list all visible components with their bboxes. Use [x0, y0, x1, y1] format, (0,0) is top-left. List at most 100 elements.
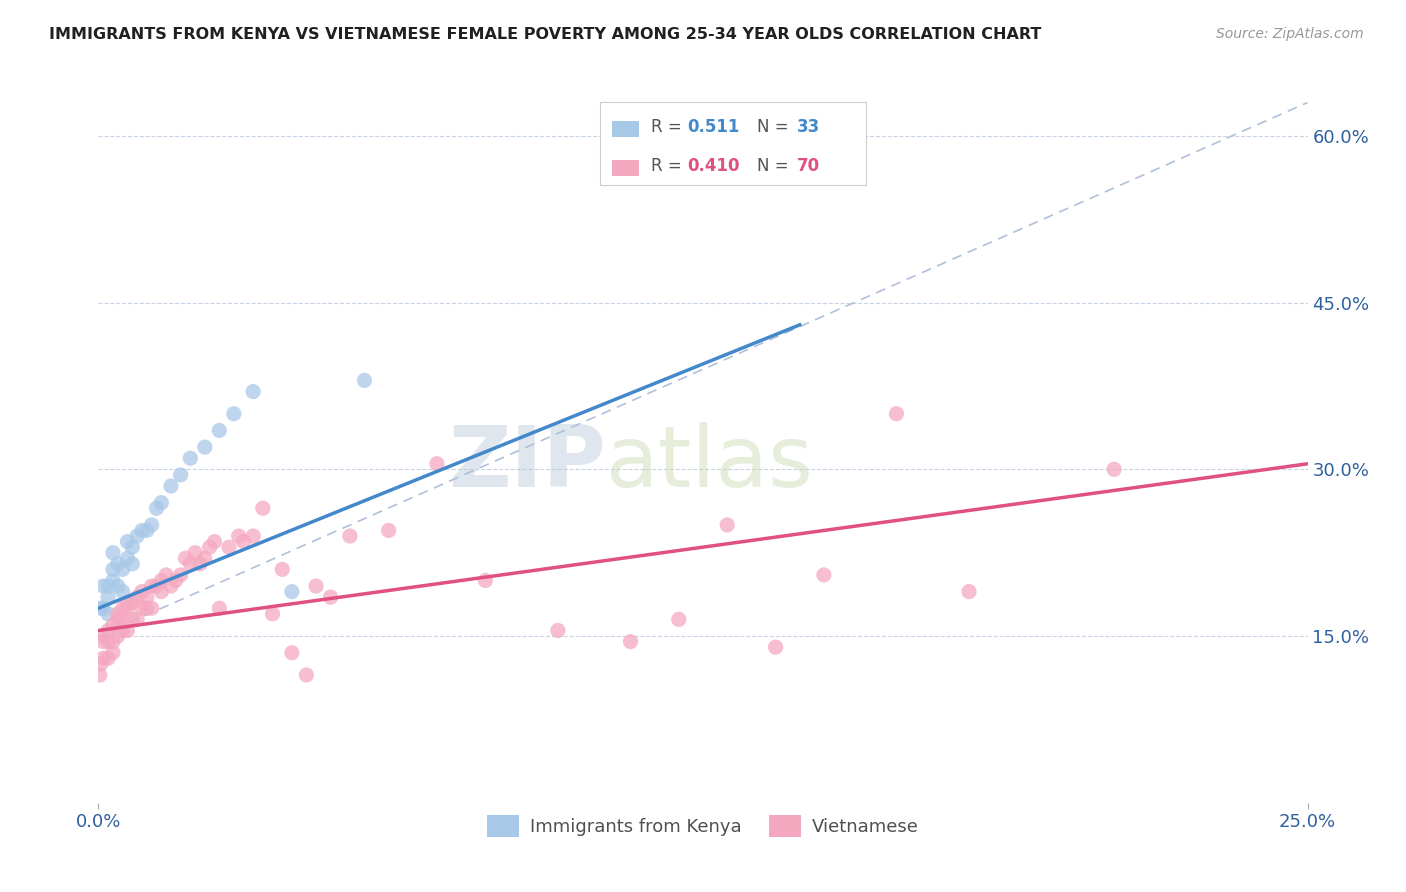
Point — [101, 546, 124, 560]
Point — [90, 601, 112, 615]
Point — [127, 590, 149, 604]
Point — [141, 579, 163, 593]
Point — [339, 529, 361, 543]
Point — [107, 612, 129, 626]
Point — [547, 624, 569, 638]
Point — [107, 629, 129, 643]
Point — [111, 612, 134, 626]
Point — [117, 534, 139, 549]
Point — [121, 540, 143, 554]
Point — [150, 574, 173, 588]
Point — [155, 568, 177, 582]
Point — [127, 612, 149, 626]
Point — [101, 618, 124, 632]
Point — [117, 601, 139, 615]
Point — [121, 557, 143, 571]
Point — [242, 529, 264, 543]
Point — [117, 596, 139, 610]
Point — [121, 612, 143, 626]
Point — [141, 517, 163, 532]
Point — [101, 562, 124, 576]
Point — [97, 634, 120, 648]
Point — [252, 501, 274, 516]
Point — [474, 574, 496, 588]
Point — [135, 524, 157, 538]
Text: ZIP: ZIP — [449, 422, 606, 505]
Text: R =: R = — [651, 158, 688, 176]
Point — [150, 584, 173, 599]
Point — [101, 574, 124, 588]
Point — [169, 467, 191, 482]
Point — [426, 457, 449, 471]
Text: 70: 70 — [797, 158, 821, 176]
Point — [131, 601, 153, 615]
Text: 0.511: 0.511 — [688, 119, 740, 136]
Text: R =: R = — [651, 119, 688, 136]
Point — [97, 651, 120, 665]
Point — [169, 568, 191, 582]
Point — [295, 668, 318, 682]
Point — [135, 590, 157, 604]
Point — [135, 601, 157, 615]
Point — [668, 612, 690, 626]
Point — [813, 568, 835, 582]
Point — [194, 551, 217, 566]
Point — [619, 634, 641, 648]
Point — [90, 657, 112, 671]
Point — [198, 540, 221, 554]
Point — [97, 607, 120, 621]
Point — [194, 440, 217, 454]
Point — [204, 534, 226, 549]
Bar — [613, 160, 638, 176]
Point — [957, 584, 980, 599]
Point — [242, 384, 264, 399]
Point — [179, 557, 201, 571]
Point — [145, 579, 167, 593]
Point — [208, 424, 231, 438]
Point — [353, 373, 375, 387]
Point — [141, 601, 163, 615]
Text: 0.410: 0.410 — [688, 158, 740, 176]
Point — [271, 562, 294, 576]
Point — [91, 579, 114, 593]
Point — [111, 624, 134, 638]
Point — [305, 579, 328, 593]
Point — [97, 590, 120, 604]
Point — [188, 557, 211, 571]
Point — [97, 579, 120, 593]
Point — [107, 557, 129, 571]
Point — [174, 551, 197, 566]
Point — [218, 540, 240, 554]
Point — [262, 607, 284, 621]
Point — [281, 646, 304, 660]
Text: atlas: atlas — [606, 422, 814, 505]
Point — [127, 529, 149, 543]
Point — [377, 524, 399, 538]
Bar — [613, 121, 638, 136]
Text: N =: N = — [758, 158, 794, 176]
Point — [150, 496, 173, 510]
Point — [107, 607, 129, 621]
FancyBboxPatch shape — [600, 102, 866, 185]
Point — [117, 624, 139, 638]
Point — [886, 407, 908, 421]
Point — [111, 601, 134, 615]
Point — [111, 562, 134, 576]
Point — [160, 479, 183, 493]
Point — [89, 668, 111, 682]
Point — [165, 574, 187, 588]
Point — [179, 451, 201, 466]
Point — [101, 634, 124, 648]
Point — [131, 584, 153, 599]
Point — [117, 551, 139, 566]
Point — [222, 407, 245, 421]
Point — [184, 546, 207, 560]
Point — [91, 651, 114, 665]
Point — [91, 601, 114, 615]
Point — [97, 624, 120, 638]
Point — [228, 529, 250, 543]
Point — [208, 601, 231, 615]
Text: IMMIGRANTS FROM KENYA VS VIETNAMESE FEMALE POVERTY AMONG 25-34 YEAR OLDS CORRELA: IMMIGRANTS FROM KENYA VS VIETNAMESE FEMA… — [49, 27, 1042, 42]
Point — [1102, 462, 1125, 476]
Point — [131, 524, 153, 538]
